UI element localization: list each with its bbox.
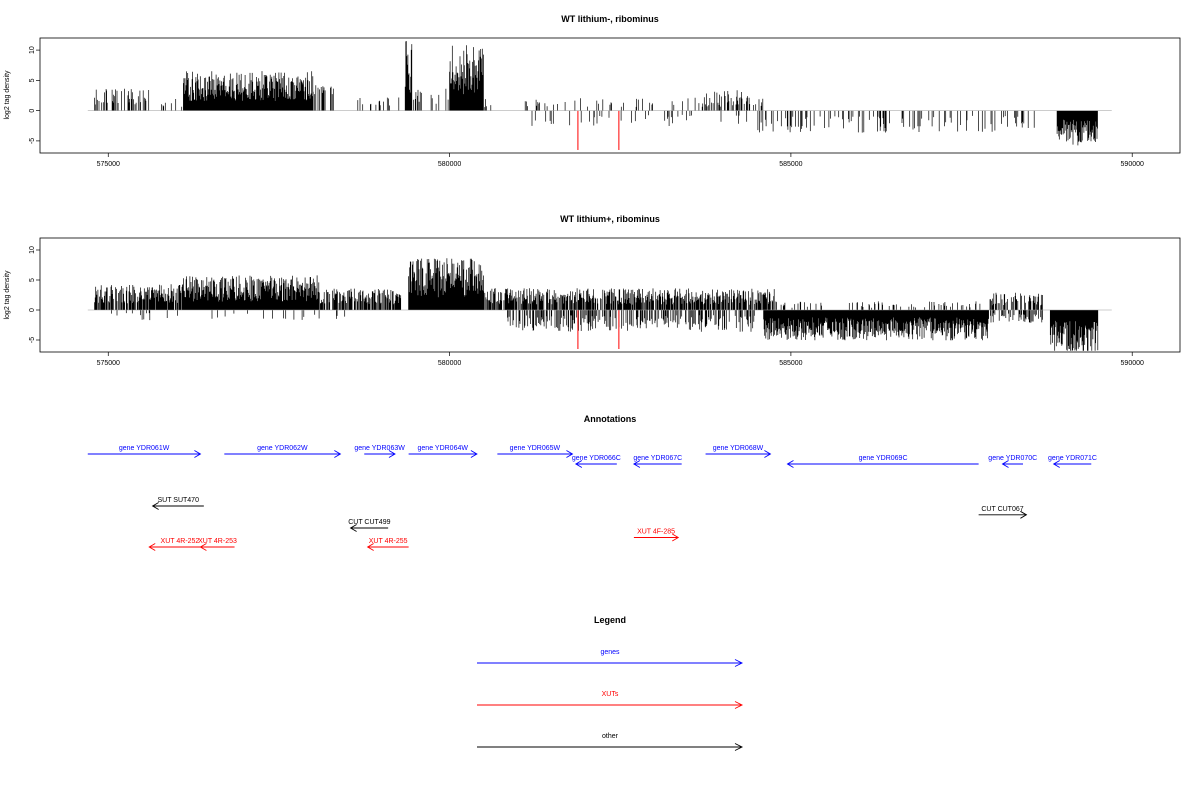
- feature-xut-4r-253: XUT 4R-253: [198, 538, 237, 551]
- y-tick-label: -5: [29, 138, 36, 144]
- feature-label: XUT 4R-253: [198, 538, 237, 545]
- feature-gene-ydr065w: gene YDR065W: [497, 445, 574, 458]
- feature-label: XUT 4R-255: [369, 538, 408, 545]
- x-tick-label: 585000: [779, 360, 802, 367]
- arrow-head: [632, 460, 641, 468]
- feature-label: gene YDR071C: [1048, 455, 1097, 462]
- legend-title: Legend: [594, 615, 626, 625]
- arrow-head: [1001, 460, 1009, 468]
- feature-label: gene YDR064W: [418, 445, 469, 452]
- arrow-head: [366, 543, 374, 551]
- feature-sut-sut470: SUT SUT470: [151, 497, 204, 510]
- arrow-head: [574, 460, 583, 468]
- feature-gene-ydr066c: gene YDR066C: [572, 455, 621, 468]
- signal-bars: [94, 258, 1099, 351]
- feature-label: XUT 4F-285: [637, 529, 675, 536]
- legend-item-other: other: [477, 733, 744, 751]
- panel-title: WT lithium-, ribominus: [561, 14, 659, 24]
- track-panel-lithium-plus: WT lithium+, ribominus log2 tag density …: [4, 214, 1181, 367]
- feature-label: gene YDR067C: [633, 455, 682, 462]
- arrow-head: [199, 543, 207, 551]
- legend-items: genes XUTs other: [477, 649, 744, 751]
- arrow-head: [148, 543, 156, 551]
- x-tick-label: 590000: [1121, 360, 1144, 367]
- feature-gene-ydr063w: gene YDR063W: [354, 445, 405, 458]
- legend-panel: Legend genes XUTs other: [477, 615, 744, 751]
- y-tick-label: 0: [29, 109, 36, 113]
- arrow-head: [764, 450, 772, 458]
- feature-gene-ydr069c: gene YDR069C: [786, 455, 979, 468]
- legend-label: genes: [600, 649, 620, 656]
- arrow-head: [672, 533, 680, 542]
- arrow-head: [786, 460, 794, 468]
- arrow-head: [470, 450, 478, 458]
- signal-bar-group: [94, 41, 1098, 146]
- arrow-head: [734, 743, 744, 751]
- arrow-head: [349, 524, 357, 532]
- panel-title: WT lithium+, ribominus: [560, 214, 660, 224]
- legend-label: other: [602, 733, 619, 740]
- feature-label: XUT 4R-252: [161, 538, 200, 545]
- y-tick-label: 10: [29, 246, 36, 254]
- axes: -5 0 5 10 575000 580000 585000 590000: [29, 237, 1181, 367]
- x-tick-label: 590000: [1121, 161, 1144, 168]
- arrow-head: [566, 450, 574, 458]
- feature-label: CUT CUT499: [348, 519, 390, 526]
- arrow-head: [734, 701, 744, 709]
- feature-label: gene YDR066C: [572, 455, 621, 462]
- legend-item-genes: genes: [477, 649, 744, 667]
- signal-bar-group: [94, 258, 1099, 351]
- arrow-head: [734, 659, 744, 667]
- legend-label: XUTs: [602, 691, 619, 698]
- feature-label: gene YDR069C: [859, 455, 908, 462]
- arrow-head: [1020, 510, 1028, 519]
- feature-label: gene YDR062W: [257, 445, 308, 452]
- feature-gene-ydr070c: gene YDR070C: [988, 455, 1037, 468]
- x-tick-label: 580000: [438, 360, 461, 367]
- x-tick-label: 575000: [97, 360, 120, 367]
- arrow-head: [151, 502, 159, 510]
- feature-cut-cut499: CUT CUT499: [348, 519, 391, 532]
- feature-xut-4r-255: XUT 4R-255: [366, 538, 409, 551]
- arrow-head: [334, 450, 342, 458]
- legend-item-xuts: XUTs: [477, 691, 744, 709]
- arrow-head: [194, 450, 202, 458]
- arrow-head: [388, 450, 396, 458]
- feature-label: SUT SUT470: [157, 497, 199, 504]
- x-tick-label: 575000: [97, 161, 120, 168]
- plot-frame: [39, 237, 1181, 353]
- axes: -5 0 5 10 575000 580000 585000 590000: [29, 37, 1181, 168]
- y-tick-label: 0: [29, 308, 36, 312]
- feature-label: CUT CUT067: [981, 506, 1023, 513]
- annotations-title: Annotations: [584, 414, 637, 424]
- y-tick-label: 5: [29, 78, 36, 82]
- annotation-features: gene YDR061W gene YDR062W gene YDR063W gene…: [87, 445, 1097, 551]
- feature-label: gene YDR070C: [988, 455, 1037, 462]
- feature-gene-ydr064w: gene YDR064W: [408, 445, 478, 458]
- feature-xut-4f-285: XUT 4F-285: [633, 529, 680, 542]
- y-tick-label: -5: [29, 337, 36, 343]
- feature-gene-ydr068w: gene YDR068W: [705, 445, 772, 458]
- annotations-panel: Annotations gene YDR061W gene YDR062W gene…: [87, 414, 1097, 551]
- feature-label: gene YDR061W: [119, 445, 170, 452]
- feature-label: gene YDR063W: [354, 445, 405, 452]
- feature-gene-ydr067c: gene YDR067C: [632, 455, 682, 468]
- feature-gene-ydr071c: gene YDR071C: [1048, 455, 1097, 468]
- feature-cut-cut067: CUT CUT067: [978, 506, 1028, 519]
- signal-bars: [94, 41, 1098, 150]
- feature-label: gene YDR068W: [713, 445, 764, 452]
- track-panel-lithium-minus: WT lithium-, ribominus log2 tag density …: [4, 14, 1181, 168]
- plot-frame: [39, 37, 1181, 154]
- feature-gene-ydr062w: gene YDR062W: [224, 445, 342, 458]
- y-axis-label: log2 tag density: [4, 70, 11, 120]
- arrow-head: [1052, 460, 1060, 468]
- y-axis-label: log2 tag density: [4, 270, 11, 320]
- feature-label: gene YDR065W: [510, 445, 561, 452]
- y-tick-label: 10: [29, 46, 36, 54]
- y-tick-label: 5: [29, 278, 36, 282]
- x-tick-label: 585000: [779, 161, 802, 168]
- x-tick-label: 580000: [438, 161, 461, 168]
- feature-gene-ydr061w: gene YDR061W: [87, 445, 202, 458]
